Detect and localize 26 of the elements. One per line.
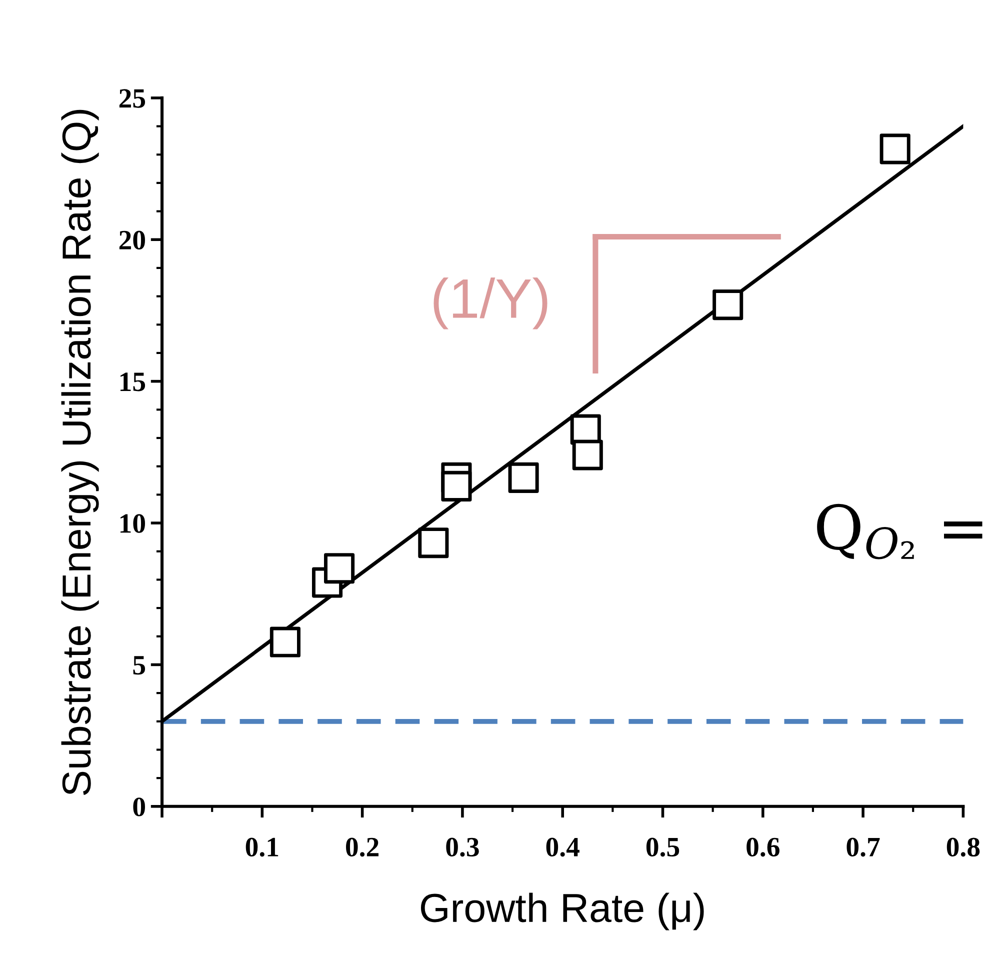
point [508,462,539,493]
annotation: Q$_{O₂}$ = [817,504,982,560]
x-tick-label: 0.3 [446,838,479,857]
x-tick-label: 0.5 [646,838,680,857]
y-tick-label: 20 [119,230,145,250]
x-tick-label: 0.8 [946,838,980,857]
y-axis-title: Substrate (Energy) Utilization Rate (Q) [61,110,99,796]
point [712,290,744,320]
y-tick-label: 0 [133,798,145,816]
x-axis-title: Growth Rate (μ) [420,892,704,930]
y-tick-label: 5 [133,656,146,675]
x-tick-label: 0.7 [846,838,880,857]
point [418,528,449,558]
annotation: (1/Y) [434,277,548,330]
point [270,626,300,658]
point [441,470,472,502]
y-tick-label: 10 [120,514,145,533]
x-tick-label: 0.4 [546,838,580,857]
x-tick-label: 0.6 [746,838,780,857]
y-tick-label: 15 [120,372,146,392]
x-tick-label: 0.2 [346,838,378,857]
y-tick-label: 25 [119,89,146,108]
point [572,440,603,470]
point [880,134,910,164]
point [324,553,355,584]
x-tick-label: 0.1 [246,838,278,857]
